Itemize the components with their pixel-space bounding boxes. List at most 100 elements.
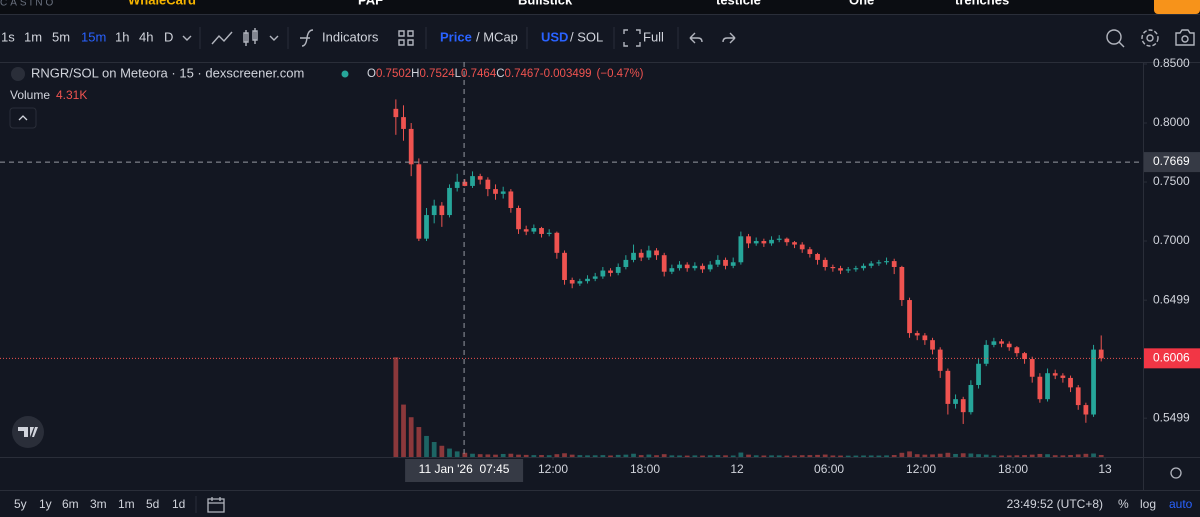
volume-bar xyxy=(516,454,521,457)
volume-bar xyxy=(784,455,790,457)
axis-settings[interactable] xyxy=(1170,467,1182,479)
y-tick-label: 0.7500 xyxy=(1153,174,1190,188)
usd-toggle[interactable]: USD xyxy=(541,29,568,44)
range-button[interactable]: 1d xyxy=(172,497,185,511)
candle-body xyxy=(408,128,414,165)
candle-body xyxy=(523,229,529,232)
range-button[interactable]: 5d xyxy=(146,497,159,511)
ticker-item[interactable]: WhaleCard xyxy=(128,0,196,7)
chevron[interactable] xyxy=(182,35,192,41)
sol-toggle[interactable]: / SOL xyxy=(570,29,603,44)
candle-body xyxy=(462,181,468,186)
redo[interactable] xyxy=(722,32,736,44)
date-range-icon[interactable] xyxy=(207,497,225,513)
indicators-button[interactable]: Indicators xyxy=(322,29,379,44)
candle-body xyxy=(838,268,843,271)
chevron[interactable] xyxy=(269,35,279,41)
percent-toggle[interactable]: % xyxy=(1118,497,1129,511)
candle-body xyxy=(661,255,667,272)
full-icon[interactable] xyxy=(623,29,641,47)
volume-bar xyxy=(554,454,560,457)
candle-body xyxy=(470,176,475,186)
range-button[interactable]: 3m xyxy=(90,497,107,511)
range-button[interactable]: 1m xyxy=(118,497,135,511)
volume-bar xyxy=(646,454,652,457)
ticker-item[interactable]: testicle xyxy=(716,0,761,7)
range-button[interactable]: 6m xyxy=(62,497,79,511)
candle-body xyxy=(638,252,644,258)
x-tick-label: 12 xyxy=(730,462,744,476)
mcap-toggle[interactable]: / MCap xyxy=(476,29,518,44)
log-toggle[interactable]: log xyxy=(1140,497,1156,511)
interval-button[interactable]: D xyxy=(164,29,173,44)
candle-body xyxy=(1098,349,1104,359)
candle-body xyxy=(546,232,552,234)
interval-button[interactable]: 1h xyxy=(115,29,129,44)
ticker-item[interactable]: One xyxy=(849,0,874,7)
undo[interactable] xyxy=(689,32,703,44)
interval-button[interactable]: 1s xyxy=(1,29,15,44)
candle-body xyxy=(600,270,606,277)
search-icon[interactable] xyxy=(1106,29,1122,45)
volume-bar xyxy=(1022,455,1027,457)
price-toggle[interactable]: Price xyxy=(440,29,472,44)
volume-bar xyxy=(807,455,813,457)
interval-button[interactable]: 4h xyxy=(139,29,153,44)
chart-title: RNGR/SOL on Meteora · 15 · dexscreener.c… xyxy=(31,65,304,80)
ohlc-key: O xyxy=(367,68,376,80)
volume-bar xyxy=(1075,454,1081,457)
ticker-item[interactable]: PAF xyxy=(358,0,383,7)
y-tick-label: 0.8500 xyxy=(1153,56,1190,70)
volume-bar xyxy=(424,435,429,457)
candle-body xyxy=(983,344,989,364)
candle-body xyxy=(1022,353,1027,360)
auto-toggle[interactable]: auto xyxy=(1169,497,1193,511)
candle-body xyxy=(1075,387,1081,406)
volume-bar xyxy=(408,417,414,457)
candle-style[interactable] xyxy=(243,28,258,46)
volume-bar xyxy=(730,455,736,457)
ticker-item[interactable]: trenches xyxy=(955,0,1009,7)
range-button[interactable]: 5y xyxy=(14,497,27,511)
full-button[interactable]: Full xyxy=(643,29,664,44)
candle-body xyxy=(431,205,437,216)
volume-bar xyxy=(822,454,828,457)
interval-button[interactable]: 15m xyxy=(81,29,106,44)
volume-bar xyxy=(983,454,989,457)
snapshot-icon[interactable] xyxy=(1175,29,1195,46)
volume-bar xyxy=(799,455,805,457)
volume-bar xyxy=(792,455,797,457)
range-button[interactable]: 1y xyxy=(39,497,52,511)
candle-body xyxy=(761,241,767,244)
volume-bar xyxy=(562,453,567,457)
templates-icon[interactable] xyxy=(398,30,414,46)
volume-bar xyxy=(500,453,506,457)
fx-icon[interactable] xyxy=(300,29,314,47)
crosshair-time-box xyxy=(405,459,524,482)
candle-body xyxy=(1037,376,1043,400)
candle-body xyxy=(1091,349,1096,415)
interval-button[interactable]: 1m xyxy=(24,29,42,44)
candle-body xyxy=(454,181,460,188)
volume-bar xyxy=(508,453,514,457)
volume-bar xyxy=(1045,454,1050,457)
interval-button[interactable]: 5m xyxy=(52,29,70,44)
volume-bar xyxy=(861,455,866,457)
settings-icon[interactable] xyxy=(1146,34,1154,42)
volume-bar xyxy=(493,454,498,457)
volume-bar xyxy=(1052,455,1058,457)
toolbar-icons xyxy=(182,27,1195,49)
candle-body xyxy=(684,264,690,269)
ticker-item[interactable]: Bullstick xyxy=(518,0,573,7)
collapse-button[interactable] xyxy=(9,107,37,129)
candle-body xyxy=(792,242,797,245)
line-style[interactable] xyxy=(211,31,233,45)
candle-body xyxy=(899,266,905,301)
volume-bar xyxy=(700,455,705,457)
candle-body xyxy=(845,269,851,271)
ticker-button[interactable] xyxy=(1154,0,1200,14)
candle-body xyxy=(477,176,483,180)
candle-body xyxy=(746,236,751,244)
volume-bar xyxy=(1060,455,1066,457)
x-tick-label: 12:00 xyxy=(906,462,936,476)
